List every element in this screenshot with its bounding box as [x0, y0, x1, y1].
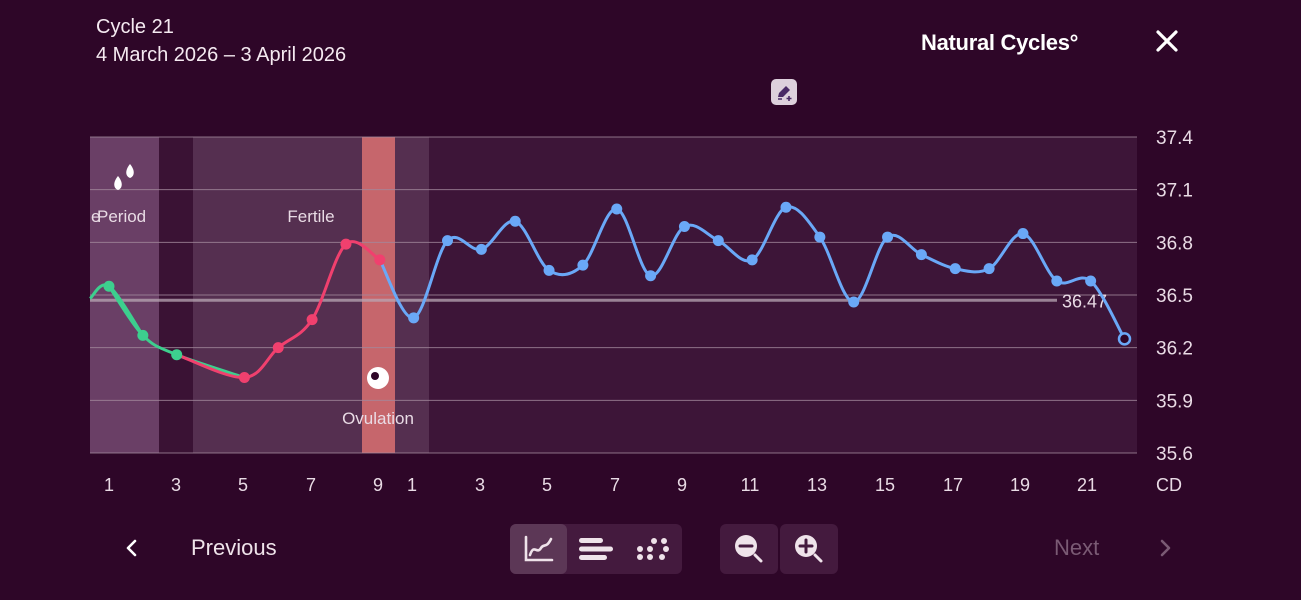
- data-point-blue: [983, 263, 995, 275]
- data-point-blue: [408, 312, 420, 324]
- fertile-label: Fertile: [287, 207, 334, 226]
- data-point-green: [171, 349, 183, 361]
- x-tick-label: 7: [306, 475, 316, 495]
- period-label: Period: [97, 207, 146, 226]
- x-tick-label: 13: [807, 475, 827, 495]
- y-tick-label: 35.6: [1156, 444, 1193, 465]
- data-point-blue: [475, 243, 487, 255]
- x-tick-label: 9: [373, 475, 383, 495]
- zoom-in-button[interactable]: [780, 524, 838, 574]
- zoom-out-icon: [735, 535, 763, 563]
- x-tick-label: 3: [475, 475, 485, 495]
- x-axis-unit-label: CD: [1156, 475, 1182, 495]
- data-point-today: [1117, 332, 1132, 346]
- cycle-title: Cycle 21: [96, 16, 174, 38]
- y-tick-label: 36.5: [1156, 286, 1193, 307]
- data-point-red: [374, 254, 386, 266]
- chevron-right-icon: [1160, 539, 1171, 557]
- data-point-blue: [780, 201, 792, 213]
- y-tick-label: 37.4: [1156, 128, 1193, 149]
- data-point-blue: [442, 235, 453, 247]
- zoom-in-icon: [795, 535, 823, 563]
- drop-shape: [126, 164, 134, 178]
- x-tick-label: 7: [610, 475, 620, 495]
- average-temperature-label: 36.47: [1062, 291, 1107, 311]
- y-tick-label: 35.9: [1156, 391, 1193, 412]
- previous-button[interactable]: Previous: [191, 535, 277, 560]
- x-tick-label: 19: [1010, 475, 1030, 495]
- data-point-red: [238, 372, 250, 384]
- chevron-left-icon: [126, 539, 137, 557]
- line-segment-green: [107, 285, 245, 379]
- data-point-blue: [882, 231, 894, 243]
- y-tick-label: 37.1: [1156, 181, 1193, 202]
- zoom-controls: [720, 524, 839, 574]
- next-chevron-button: [1153, 536, 1177, 560]
- data-point-blue: [678, 221, 690, 233]
- x-tick-label: 21: [1077, 475, 1097, 495]
- data-point-blue: [645, 270, 657, 282]
- data-point-blue: [577, 259, 589, 271]
- cycle-header: Cycle 21 4 March 2026 – 3 April 2026: [96, 14, 346, 70]
- line-graph-icon: [524, 535, 553, 562]
- x-tick-label: 11: [741, 475, 760, 495]
- next-button: Next: [1054, 535, 1100, 560]
- zoom-out-button[interactable]: [720, 524, 778, 574]
- data-point-green: [103, 280, 115, 292]
- data-point-blue: [611, 203, 623, 215]
- bars-icon: [578, 538, 613, 560]
- x-tick-label: 17: [943, 475, 963, 495]
- egg-icon-core: [371, 372, 379, 380]
- view-mode-toggle: [510, 524, 682, 574]
- data-point-blue: [814, 231, 826, 243]
- close-icon: [1156, 30, 1178, 52]
- data-point-blue: [543, 264, 555, 276]
- close-button[interactable]: [1150, 24, 1184, 58]
- x-tick-label: 1: [407, 475, 417, 495]
- data-point-blue: [712, 235, 724, 247]
- view-bars-button[interactable]: [567, 524, 624, 574]
- bottom-toolbar: Previous: [0, 520, 1301, 580]
- drops-icon: [114, 164, 134, 190]
- data-point-red: [306, 314, 318, 326]
- data-point-blue: [915, 249, 927, 261]
- add-note-button[interactable]: [771, 79, 797, 105]
- data-point-blue: [848, 296, 860, 308]
- drop-shape: [114, 176, 122, 190]
- cycle-date-range: 4 March 2026 – 3 April 2026: [96, 44, 347, 66]
- data-point-blue: [746, 254, 758, 266]
- data-point-blue: [1017, 228, 1029, 240]
- data-point-red: [272, 342, 284, 354]
- pencil-plus-icon: [778, 86, 792, 101]
- data-point-blue: [1051, 275, 1063, 287]
- x-tick-label: 15: [875, 475, 895, 495]
- data-point-blue: [509, 215, 521, 227]
- data-point-green: [137, 329, 149, 341]
- x-tick-label: 1: [104, 475, 114, 495]
- x-tick-label: 5: [238, 475, 248, 495]
- brand-logo: Natural Cycles°: [921, 30, 1079, 55]
- dots-icon: [636, 538, 669, 560]
- data-point-blue: [949, 263, 961, 275]
- y-tick-label: 36.2: [1156, 339, 1193, 360]
- data-point-blue: [1085, 275, 1097, 287]
- x-tick-label: 5: [542, 475, 552, 495]
- view-curve-button[interactable]: [510, 524, 567, 574]
- view-dots-button[interactable]: [624, 524, 681, 574]
- data-point-red: [340, 238, 352, 250]
- ovulation-label: Ovulation: [342, 409, 414, 428]
- x-tick-label: 3: [171, 475, 181, 495]
- period-label-fragment: e: [91, 207, 100, 226]
- temperature-chart[interactable]: 37.437.136.836.536.235.935.636.471 3 5 7 9 1 3…: [0, 0, 1301, 520]
- y-tick-label: 36.8: [1156, 233, 1193, 254]
- x-tick-label: 9: [677, 475, 687, 495]
- previous-chevron-button[interactable]: [120, 536, 144, 560]
